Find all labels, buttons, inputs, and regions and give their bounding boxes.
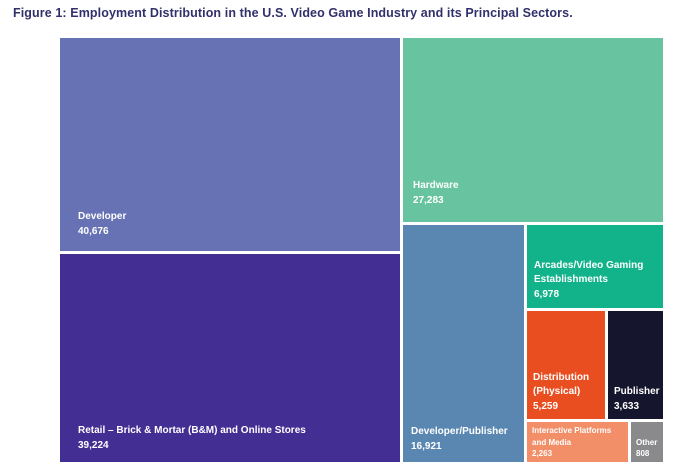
node-label: Publisher: [614, 386, 660, 397]
treemap-node-developer-publisher: Developer/Publisher 16,921: [403, 225, 524, 462]
node-value: 40,676: [78, 225, 109, 237]
node-label: Interactive Platforms and Media: [532, 426, 612, 447]
treemap-node-arcades: Arcades/Video Gaming Establishments 6,97…: [527, 225, 663, 308]
node-label: Arcades/Video Gaming Establishments: [534, 259, 644, 286]
node-label: Distribution (Physical): [533, 371, 590, 398]
figure-title: Figure 1: Employment Distribution in the…: [13, 6, 573, 20]
treemap-chart: Developer 40,676 Retail – Brick & Mortar…: [60, 38, 663, 462]
treemap-node-retail: Retail – Brick & Mortar (B&M) and Online…: [60, 254, 400, 462]
node-value: 5,259: [533, 400, 559, 412]
node-value: 3,633: [614, 400, 640, 412]
node-label: Developer: [78, 211, 127, 222]
node-value: 2,263: [532, 448, 553, 458]
node-label: Hardware: [413, 180, 459, 191]
node-value: 16,921: [411, 440, 442, 452]
treemap-node-developer: Developer 40,676: [60, 38, 400, 251]
node-value: 808: [636, 448, 650, 458]
node-label: Retail – Brick & Mortar (B&M) and Online…: [78, 425, 306, 436]
treemap-node-other: Other 808: [631, 422, 663, 462]
treemap-node-interactive-platforms: Interactive Platforms and Media 2,263: [527, 422, 628, 462]
treemap-node-hardware: Hardware 27,283: [403, 38, 663, 222]
node-label: Developer/Publisher: [411, 426, 508, 437]
node-value: 6,978: [534, 288, 560, 300]
node-value: 27,283: [413, 194, 444, 206]
treemap-node-publisher: Publisher 3,633: [608, 311, 663, 419]
node-label: Other: [636, 437, 658, 447]
treemap-node-distribution-physical: Distribution (Physical) 5,259: [527, 311, 605, 419]
node-value: 39,224: [78, 439, 109, 451]
